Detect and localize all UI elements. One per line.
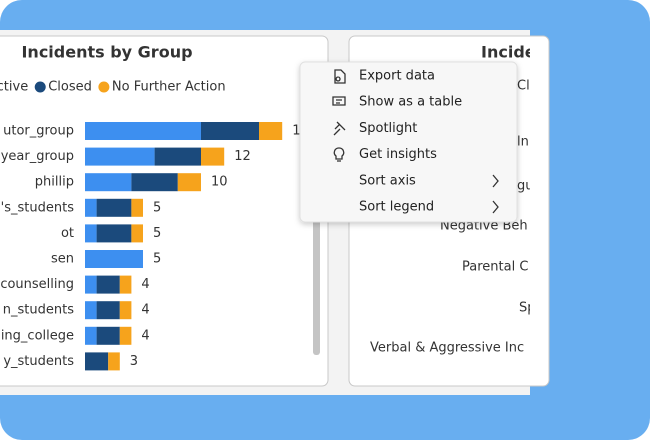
submenu-arrow xyxy=(492,174,499,188)
total-label: 4 xyxy=(141,303,149,318)
export-icon xyxy=(334,69,346,84)
category-label: Clo xyxy=(517,79,538,94)
context-menu: Export data Show as a table Spotlight Get i… xyxy=(299,61,518,223)
bar-segment[interactable] xyxy=(259,122,283,140)
category-label: Verbal & Aggressive Inc xyxy=(370,341,524,356)
category-label: Sp xyxy=(519,301,536,316)
total-label: 4 xyxy=(141,277,149,292)
category-label: counselling xyxy=(0,277,74,292)
category-label: Parental C xyxy=(462,260,528,275)
category-label: gu xyxy=(517,179,534,194)
legend-label: Closed xyxy=(48,80,92,95)
bar-segment[interactable] xyxy=(201,122,259,140)
bar-segment[interactable] xyxy=(85,301,97,320)
bar-segment[interactable] xyxy=(96,275,120,294)
table-icon xyxy=(332,96,346,106)
total-label: 4 xyxy=(141,328,149,343)
category-label: phillip xyxy=(35,175,74,190)
category-label: 's_students xyxy=(1,200,75,215)
bar-segment[interactable] xyxy=(85,173,132,192)
bar-segment[interactable] xyxy=(85,250,143,268)
category-label: ot xyxy=(61,226,74,241)
chart-title: Incidents by Group xyxy=(21,43,192,62)
total-label: 12 xyxy=(234,149,251,164)
menu-item-label: Sort legend xyxy=(359,200,434,215)
menu-item-label: Show as a table xyxy=(359,95,462,110)
spotlight-icon xyxy=(333,121,346,136)
category-label: sen xyxy=(51,252,74,267)
scrollbar[interactable] xyxy=(313,210,320,355)
bar-segment[interactable] xyxy=(131,198,143,217)
legend-marker xyxy=(34,81,46,93)
bar-segment[interactable] xyxy=(108,352,120,371)
submenu-arrow xyxy=(492,200,499,214)
total-label: 3 xyxy=(130,354,138,369)
category-label: utor_group xyxy=(3,124,74,139)
bar-segment[interactable] xyxy=(119,275,132,294)
bar-segment[interactable] xyxy=(131,173,178,192)
menu-panel xyxy=(299,61,518,223)
bar-segment[interactable] xyxy=(96,326,120,345)
legend-label: Active xyxy=(0,80,28,95)
total-label: 5 xyxy=(153,200,161,215)
bar-segment[interactable] xyxy=(85,224,97,243)
legend-label: No Further Action xyxy=(112,80,226,95)
bar-segment[interactable] xyxy=(119,326,132,345)
bar-segment[interactable] xyxy=(201,147,225,166)
menu-item-label: Sort axis xyxy=(359,173,416,188)
right-card-title: Incide xyxy=(481,43,536,62)
bar-segment[interactable] xyxy=(177,173,201,192)
total-label: 10 xyxy=(211,175,228,190)
total-label: 5 xyxy=(153,226,161,241)
legend-marker xyxy=(98,81,110,93)
bar-segment[interactable] xyxy=(96,301,120,320)
menu-item-label: Spotlight xyxy=(359,121,417,136)
insights-icon xyxy=(333,147,345,162)
bar-segment[interactable] xyxy=(85,352,109,371)
menu-item-label: Get insights xyxy=(359,147,437,162)
bar-segment[interactable] xyxy=(96,224,132,243)
bar-segment[interactable] xyxy=(85,122,201,140)
category-label: y_students xyxy=(3,354,74,369)
left-visual: Incidents by Group Active Closed No Furthe… xyxy=(0,43,320,371)
menu-item-label: Export data xyxy=(359,69,435,84)
bar-segment[interactable] xyxy=(96,198,132,217)
bar-segment[interactable] xyxy=(154,147,201,166)
bar-segment[interactable] xyxy=(131,224,143,243)
bar-segment[interactable] xyxy=(85,147,155,166)
category-label: ln xyxy=(517,135,529,150)
total-label: 5 xyxy=(153,252,161,267)
category-label: n_students xyxy=(3,303,74,318)
category-label: ing_college xyxy=(1,328,74,343)
bar-segment[interactable] xyxy=(119,301,132,320)
bar-segment[interactable] xyxy=(85,198,97,217)
bar-segment[interactable] xyxy=(85,275,97,294)
bar-segment[interactable] xyxy=(85,326,97,345)
category-label: year_group xyxy=(1,149,74,164)
